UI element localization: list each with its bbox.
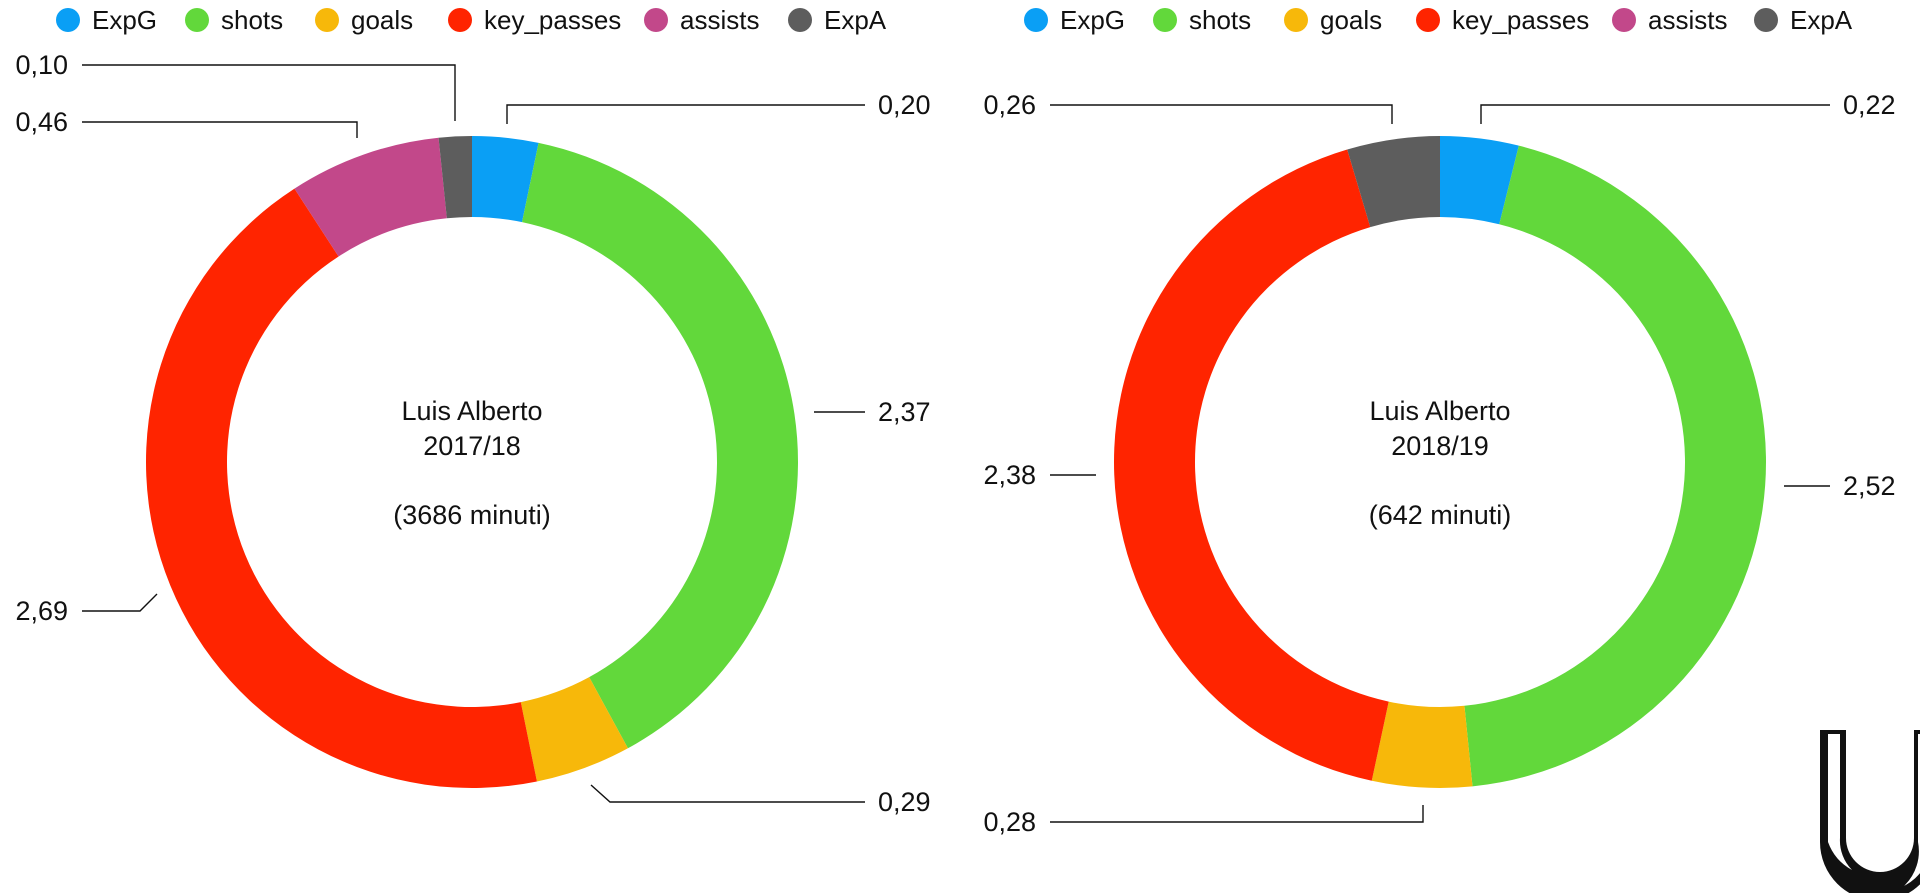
center-text-2018-19: Luis Alberto 2018/19 (642 minuti) [1369,396,1512,530]
slice-goals [520,677,628,782]
center-season: 2018/19 [1391,431,1489,461]
legend-item-shots: shots [185,5,283,35]
value-callouts: 0,20 2,37 0,29 2,69 0,46 0,10 0,22 2,52 0,28 2,38… [15,50,1895,837]
legend-swatch [1416,8,1440,32]
center-season: 2017/18 [423,431,521,461]
callout-line-assists [82,121,358,138]
legend-label: ExpG [1060,5,1125,35]
legend-label: assists [1648,5,1727,35]
value-label-shots: 2,52 [1843,471,1896,501]
legend-swatch [185,8,209,32]
legend-swatch [644,8,668,32]
legend-item-ExpA: ExpA [788,5,887,35]
legend-label: goals [1320,5,1382,35]
legend-swatch [1284,8,1308,32]
slice-assists [294,137,447,257]
callout-line-goals [590,784,865,803]
legend-label: assists [680,5,759,35]
callout-line-ExpA [1050,104,1393,124]
legend-right: ExpG shots goals key_passes assists ExpA [1024,5,1853,35]
center-minutes: (3686 minuti) [393,500,551,530]
center-text-2017-18: Luis Alberto 2017/18 (3686 minuti) [393,396,551,530]
legend-swatch [448,8,472,32]
value-label-ExpA: 0,26 [983,90,1036,120]
legend-item-key-passes: key_passes [448,5,621,35]
value-label-goals: 0,28 [983,807,1036,837]
legend-label: ExpA [824,5,887,35]
legend-item-assists: assists [644,5,759,35]
slice-shots [1464,145,1766,787]
legend-left: ExpG shots goals key_passes assists ExpA [56,5,887,35]
legend-label: shots [221,5,283,35]
value-label-goals: 0,29 [878,787,931,817]
donut-chart-2017-18 [145,136,799,788]
slice-ExpG [1440,136,1519,225]
legend-label: ExpG [92,5,157,35]
legend-swatch [56,8,80,32]
callout-line-goals [1050,805,1424,823]
legend-swatch [788,8,812,32]
value-label-key-passes: 2,38 [983,460,1036,490]
value-label-ExpG: 0,20 [878,90,931,120]
donut-chart-2018-19 [1114,136,1766,788]
callout-line-ExpG [506,104,865,124]
legend-swatch [1024,8,1048,32]
callout-line-key-passes [82,593,158,612]
slice-key-passes [145,188,537,788]
legend-swatch [1153,8,1177,32]
slice-key-passes [1114,149,1389,781]
legend-item-ExpA: ExpA [1754,5,1853,35]
legend-item-key-passes: key_passes [1416,5,1589,35]
legend-item-shots: shots [1153,5,1251,35]
legend-label: ExpA [1790,5,1853,35]
slice-ExpA [1347,136,1440,228]
value-label-shots: 2,37 [878,397,931,427]
slice-goals [1371,701,1473,788]
center-title: Luis Alberto [401,396,542,426]
value-label-ExpA: 0,10 [15,50,68,80]
center-minutes: (642 minuti) [1369,500,1512,530]
value-label-key-passes: 2,69 [15,596,68,626]
value-label-ExpG: 0,22 [1843,90,1896,120]
center-title: Luis Alberto [1369,396,1510,426]
legend-item-goals: goals [1284,5,1382,35]
legend-item-goals: goals [315,5,413,35]
legend-label: key_passes [1452,5,1589,35]
legend-label: goals [351,5,413,35]
legend-item-ExpG: ExpG [1024,5,1125,35]
u-logo-icon [1820,730,1920,893]
legend-label: shots [1189,5,1251,35]
legend-item-ExpG: ExpG [56,5,157,35]
legend-swatch [1612,8,1636,32]
legend-item-assists: assists [1612,5,1727,35]
legend-swatch [315,8,339,32]
slice-ExpG [472,136,539,223]
legend-label: key_passes [484,5,621,35]
callout-line-ExpG [1480,104,1830,124]
slice-shots [522,142,799,749]
slice-ExpA [438,136,472,219]
legend-swatch [1754,8,1778,32]
callout-line-ExpA [82,64,456,121]
value-label-assists: 0,46 [15,107,68,137]
